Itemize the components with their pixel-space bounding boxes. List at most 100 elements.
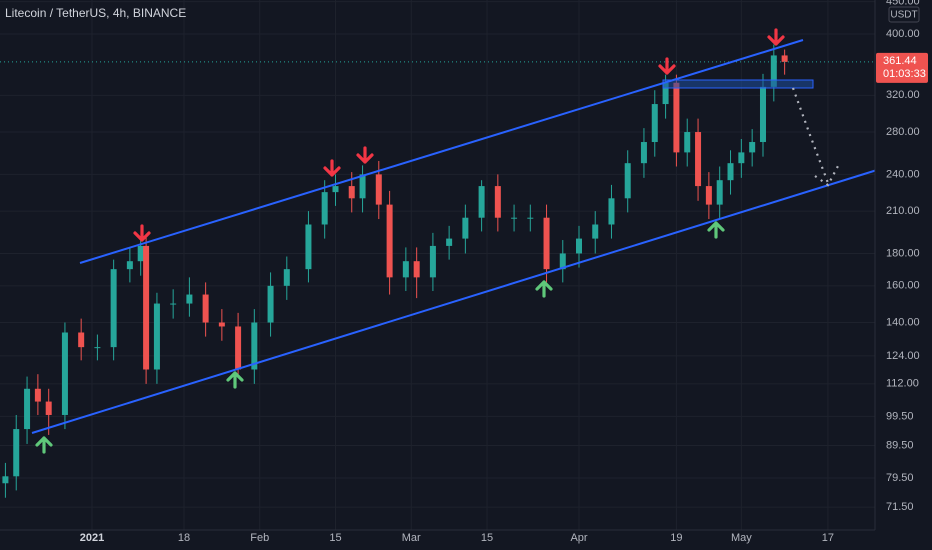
candle-body bbox=[94, 347, 101, 349]
y-tick-label: 160.00 bbox=[886, 280, 920, 292]
projection-arrow bbox=[791, 87, 830, 184]
buy-arrow bbox=[226, 371, 244, 389]
x-tick-label: Apr bbox=[570, 532, 587, 544]
candle-body bbox=[305, 224, 312, 270]
candle-body bbox=[186, 294, 193, 304]
y-tick-label: 124.00 bbox=[886, 350, 920, 362]
chart-title: Litecoin / TetherUS, 4h, BINANCE bbox=[5, 6, 186, 20]
x-tick-label: Feb bbox=[250, 532, 269, 544]
currency-box bbox=[888, 6, 920, 23]
candle-body bbox=[462, 217, 469, 239]
candle-body bbox=[218, 322, 225, 327]
candle-body bbox=[511, 217, 518, 219]
candle-body bbox=[137, 245, 144, 262]
buy-arrow bbox=[535, 280, 553, 298]
candle-body bbox=[662, 82, 669, 105]
candle-body bbox=[727, 163, 734, 181]
x-tick-label: 17 bbox=[822, 532, 834, 544]
candle-body bbox=[543, 217, 550, 270]
buy-arrow bbox=[35, 436, 53, 454]
y-tick-label: 89.50 bbox=[886, 439, 914, 451]
channel-lower bbox=[31, 169, 878, 434]
candle-body bbox=[78, 332, 85, 348]
sell-arrow bbox=[323, 159, 341, 177]
candle-body bbox=[446, 238, 453, 246]
resistance-zone bbox=[662, 79, 814, 89]
x-tick-label: May bbox=[731, 532, 752, 544]
x-tick-label: 2021 bbox=[80, 532, 104, 544]
candle-body bbox=[781, 55, 788, 62]
sell-arrow bbox=[658, 57, 676, 75]
candle-body bbox=[267, 285, 274, 323]
candle-body bbox=[640, 142, 647, 164]
candle-body bbox=[386, 204, 393, 278]
candle-body bbox=[673, 82, 680, 153]
candle-body bbox=[592, 224, 599, 239]
y-tick-label: 240.00 bbox=[886, 168, 920, 180]
x-tick-label: 15 bbox=[329, 532, 341, 544]
y-tick-label: 400.00 bbox=[886, 28, 920, 40]
last-price-label: 361.44 bbox=[883, 55, 917, 67]
channel-upper bbox=[79, 39, 804, 264]
x-tick-label: 18 bbox=[178, 532, 190, 544]
y-tick-label: 210.00 bbox=[886, 205, 920, 217]
x-tick-label: Mar bbox=[402, 532, 421, 544]
candle-body bbox=[24, 388, 31, 430]
candle-body bbox=[34, 388, 41, 402]
candle-body bbox=[61, 332, 68, 415]
candle-body bbox=[695, 132, 702, 187]
candle-body bbox=[170, 303, 177, 305]
x-tick-label: 19 bbox=[670, 532, 682, 544]
candle-body bbox=[494, 186, 501, 218]
candle-body bbox=[202, 294, 209, 323]
candle-body bbox=[45, 401, 52, 415]
candle-body bbox=[321, 192, 328, 225]
candle-body bbox=[375, 174, 382, 205]
countdown: 01:03:33 bbox=[883, 68, 926, 80]
sell-arrow bbox=[767, 28, 785, 46]
y-tick-label: 140.00 bbox=[886, 316, 920, 328]
y-tick-label: 450.00 bbox=[886, 0, 920, 8]
candle-body bbox=[651, 104, 658, 143]
sell-arrow bbox=[133, 224, 151, 242]
candle-body bbox=[624, 163, 631, 199]
candle-body bbox=[143, 245, 150, 370]
candle-body bbox=[348, 186, 355, 199]
y-tick-label: 79.50 bbox=[886, 472, 914, 484]
candle-body bbox=[413, 261, 420, 278]
candle-body bbox=[716, 180, 723, 205]
candle-body bbox=[110, 269, 117, 348]
candle-body bbox=[251, 322, 258, 370]
drawings bbox=[31, 28, 878, 454]
y-tick-label: 112.00 bbox=[886, 378, 919, 390]
projection-arrowhead bbox=[814, 165, 839, 187]
candle-body bbox=[770, 55, 777, 87]
y-tick-label: 71.50 bbox=[886, 501, 914, 513]
candle-body bbox=[402, 261, 409, 278]
candle-body bbox=[608, 198, 615, 225]
y-tick-label: 99.50 bbox=[886, 410, 914, 422]
x-tick-label: 15 bbox=[481, 532, 493, 544]
candle-body bbox=[332, 186, 339, 193]
candle-body bbox=[429, 245, 436, 278]
buy-arrow bbox=[707, 221, 725, 239]
candle-body bbox=[13, 429, 20, 477]
candle-body bbox=[283, 269, 290, 286]
y-tick-label: 320.00 bbox=[886, 89, 920, 101]
candle-body bbox=[2, 476, 9, 484]
candle-body bbox=[478, 186, 485, 218]
sell-arrow bbox=[356, 146, 374, 164]
price-axis bbox=[875, 0, 932, 550]
candle-body bbox=[527, 217, 534, 219]
time-axis bbox=[0, 530, 932, 550]
candle-body bbox=[705, 186, 712, 205]
y-tick-label: 280.00 bbox=[886, 126, 920, 138]
axes: 71.50 79.50 89.50 99.50 112.00 124.00 140.00 16… bbox=[80, 0, 928, 544]
candle-body bbox=[235, 326, 242, 370]
currency: USDT bbox=[890, 10, 917, 21]
candle-body bbox=[153, 303, 160, 370]
candle-body bbox=[759, 86, 766, 143]
